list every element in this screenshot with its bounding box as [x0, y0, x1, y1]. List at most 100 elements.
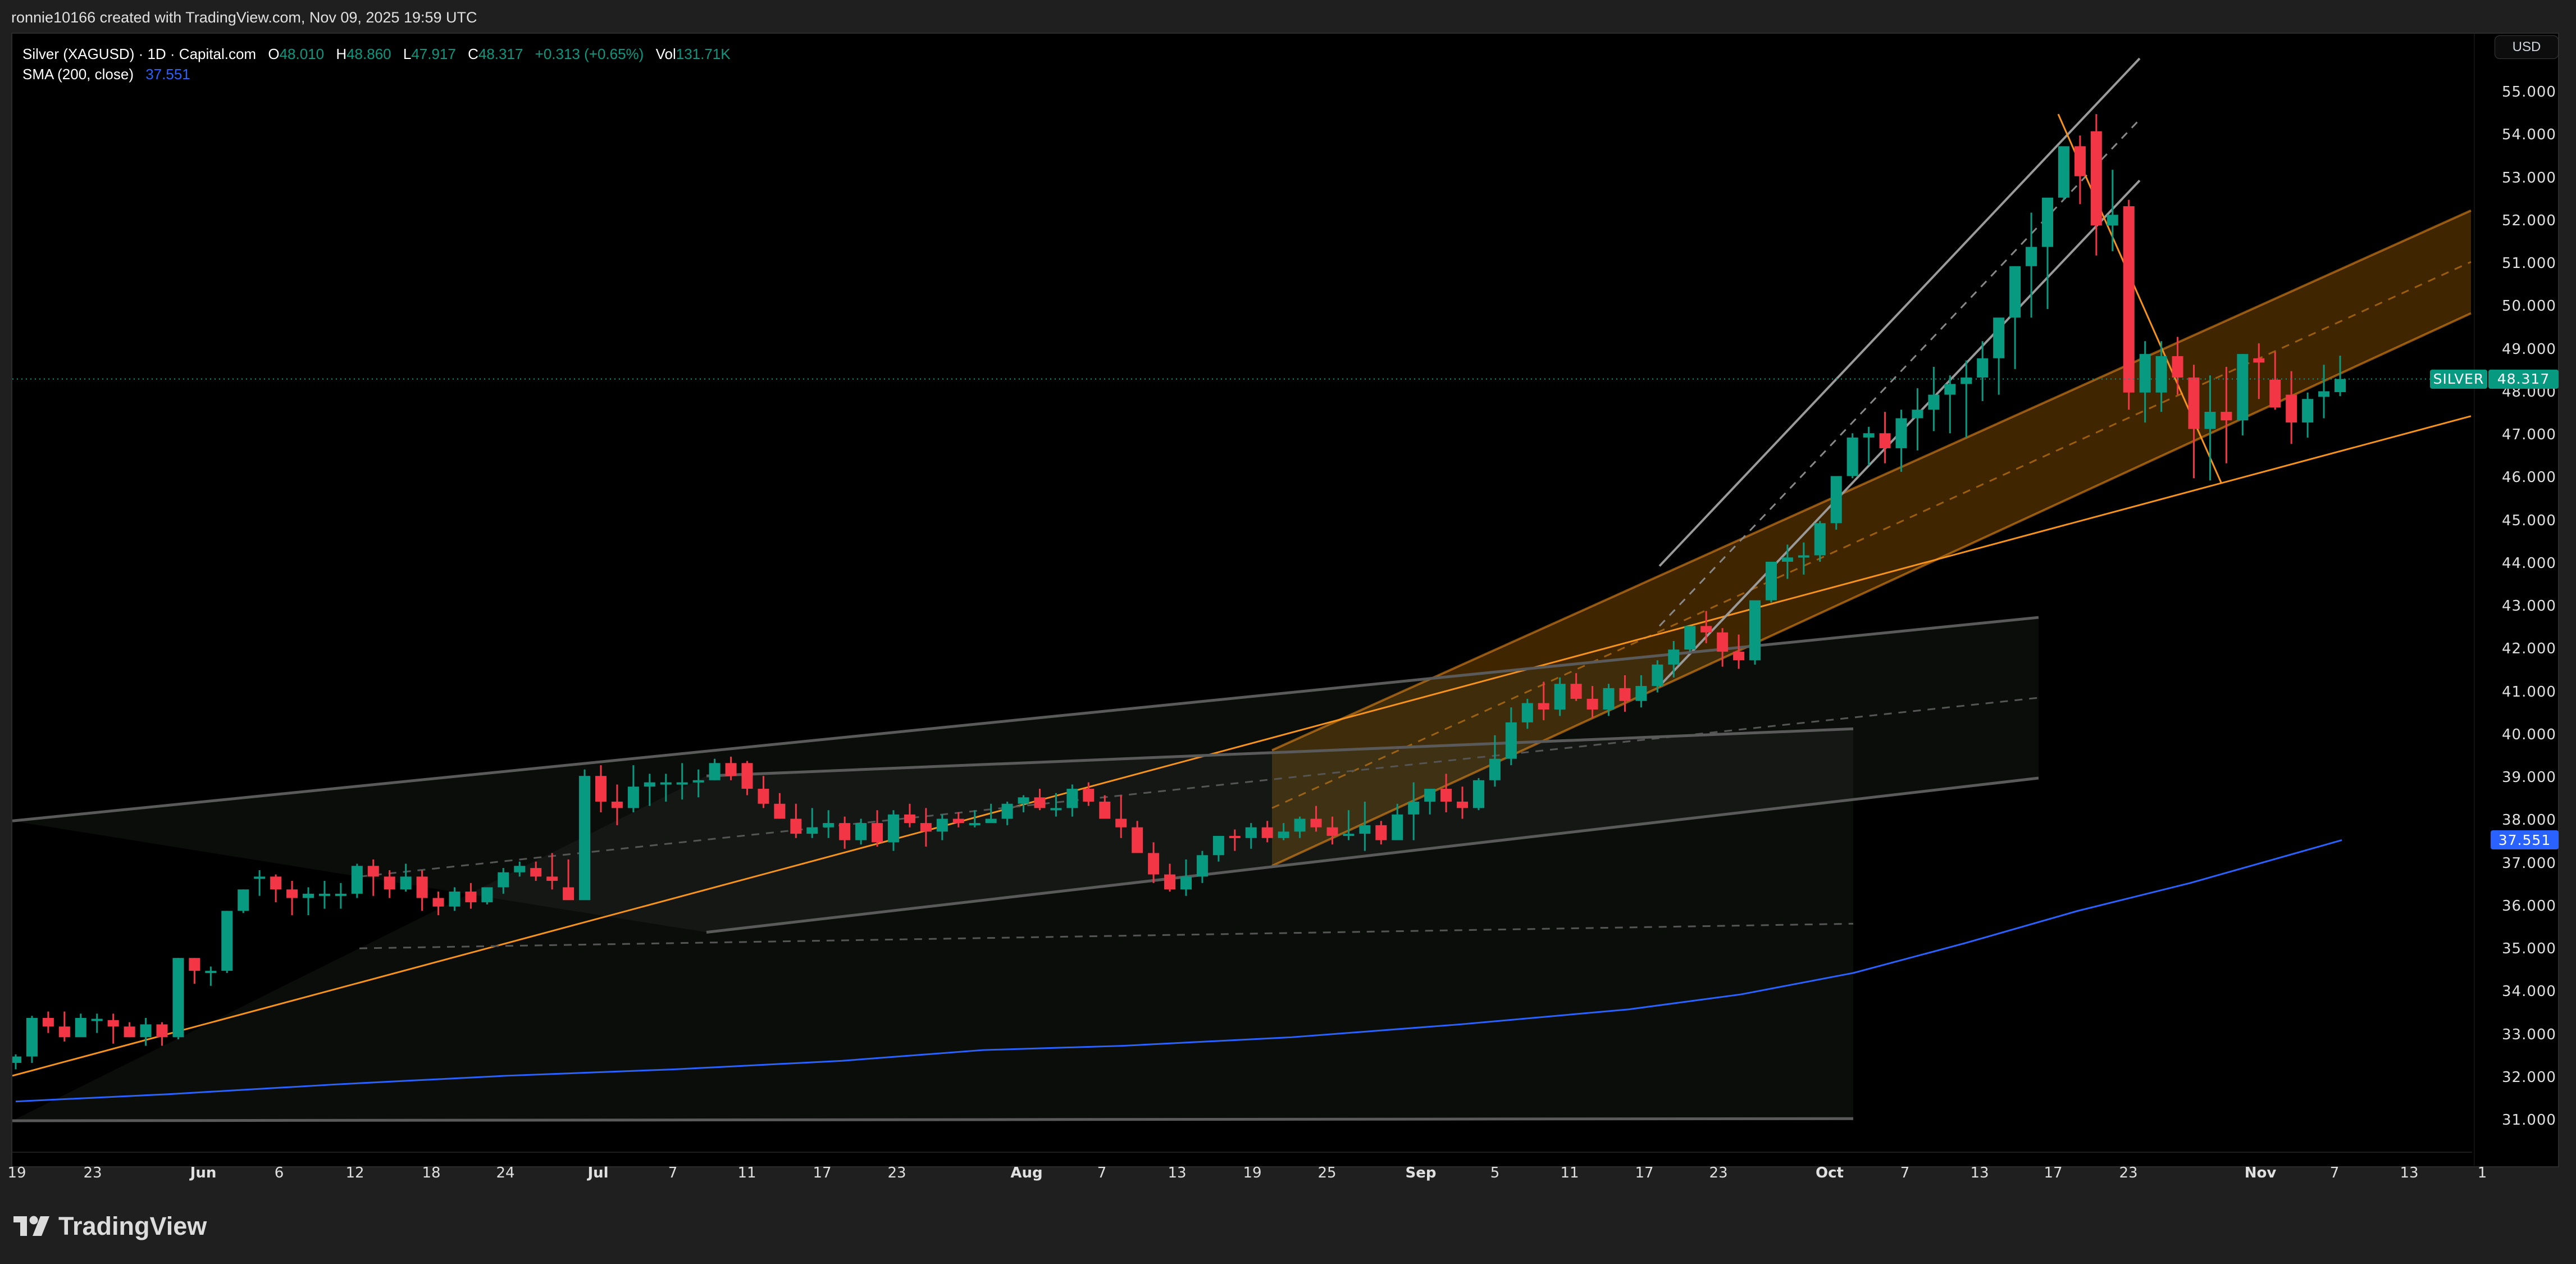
candle-body — [2074, 146, 2086, 176]
candle — [790, 803, 802, 838]
candle — [2172, 337, 2183, 395]
candle — [481, 887, 493, 904]
drawing-lines[interactable] — [12, 57, 2472, 1122]
candle — [1668, 641, 1680, 678]
candle-body — [12, 1056, 21, 1063]
candle — [774, 793, 786, 819]
tradingview-logo[interactable]: TradingView — [13, 1212, 207, 1241]
candle — [140, 1018, 152, 1046]
price-tick-label: 32.000 — [2502, 1069, 2556, 1086]
candle-body — [2335, 379, 2346, 392]
candle — [936, 814, 948, 840]
candle-body — [1001, 803, 1013, 819]
time-tick-label: Jun — [190, 1165, 217, 1181]
price-tick-label: 33.000 — [2502, 1026, 2556, 1043]
candle-body — [611, 801, 623, 808]
time-tick-label: 13 — [1168, 1165, 1187, 1181]
candle — [985, 803, 997, 824]
candle — [221, 911, 233, 973]
chart-frame[interactable] — [11, 33, 2559, 1167]
time-tick-label: 19 — [7, 1165, 26, 1181]
candle-body — [1424, 789, 1436, 802]
time-tick-label: 18 — [422, 1165, 441, 1181]
price-tick-label: 39.000 — [2502, 769, 2556, 786]
candle — [58, 1011, 70, 1042]
candle — [1392, 803, 1403, 840]
channel-upper-line — [12, 616, 2039, 822]
candle — [2090, 114, 2102, 256]
candle — [741, 761, 753, 795]
candle-body — [449, 892, 461, 907]
candle-body — [1245, 827, 1257, 838]
candles — [12, 114, 2346, 1070]
candle-body — [270, 876, 282, 890]
time-tick-label: 23 — [2119, 1165, 2138, 1181]
candle-body — [1294, 819, 1306, 832]
candle-body — [1733, 652, 1745, 661]
channel-fill — [12, 729, 1853, 1121]
candle — [1375, 821, 1387, 845]
sma-price-tag: 37.551 — [2491, 830, 2559, 850]
time-tick-label: 23 — [1709, 1165, 1728, 1181]
price-tick-label: 52.000 — [2502, 212, 2556, 229]
candle — [2335, 356, 2346, 397]
candle — [1749, 600, 1761, 665]
candle-body — [1505, 722, 1517, 759]
chart-credit: ronnie10166 created with TradingView.com… — [11, 9, 477, 26]
candle — [855, 819, 867, 845]
candle — [1164, 863, 1176, 892]
candle-body — [1457, 801, 1469, 808]
candle — [1652, 660, 1663, 693]
candle-body — [2090, 131, 2102, 226]
currency-button[interactable]: USD — [2495, 35, 2559, 59]
volume-label: Vol — [655, 46, 676, 62]
channel-upper-line — [1658, 57, 2141, 567]
candle — [2026, 212, 2037, 318]
candle-body — [1765, 561, 1777, 601]
candle — [172, 958, 184, 1040]
candle-body — [2188, 378, 2200, 429]
candle — [806, 808, 818, 838]
price-tick-label: 40.000 — [2502, 726, 2556, 743]
candle-body — [709, 763, 721, 780]
candle — [416, 870, 428, 911]
candle-body — [286, 889, 298, 898]
candle-body — [823, 823, 835, 827]
candle-body — [1310, 819, 1322, 827]
last-price-symbol-tag: SILVER — [2430, 369, 2487, 389]
candle — [1083, 782, 1095, 806]
symbol-title[interactable]: Silver (XAGUSD) · 1D · Capital.com — [22, 46, 257, 62]
candle — [302, 887, 314, 915]
candle — [823, 810, 835, 838]
candle — [1261, 821, 1273, 843]
candle — [75, 1013, 86, 1038]
candle-body — [416, 876, 428, 898]
candle-body — [1472, 780, 1484, 808]
candle — [952, 812, 964, 827]
candle — [579, 769, 591, 901]
channel-upper-line — [1271, 209, 2472, 752]
candle — [1278, 823, 1289, 840]
candle — [1928, 367, 1940, 431]
candle — [2155, 341, 2167, 412]
candle — [351, 863, 363, 898]
candle-body — [627, 786, 639, 808]
candle-body — [1212, 835, 1224, 856]
candle — [1050, 793, 1062, 817]
candle — [1570, 673, 1582, 701]
candle-body — [1229, 835, 1241, 838]
candle — [1781, 544, 1793, 579]
candle — [1180, 859, 1192, 896]
candle — [920, 808, 932, 847]
time-tick-label: 6 — [274, 1165, 284, 1181]
candle — [12, 1054, 21, 1070]
channel-median-line — [359, 922, 1854, 949]
time-tick-label: 19 — [1243, 1165, 1262, 1181]
candle — [1066, 784, 1078, 817]
candle-body — [1798, 555, 1809, 558]
candle — [400, 863, 412, 892]
sma-legend-row[interactable]: SMA (200, close) 37.551 — [22, 64, 731, 84]
price-tick-label: 34.000 — [2502, 983, 2556, 1001]
candle — [238, 889, 249, 913]
